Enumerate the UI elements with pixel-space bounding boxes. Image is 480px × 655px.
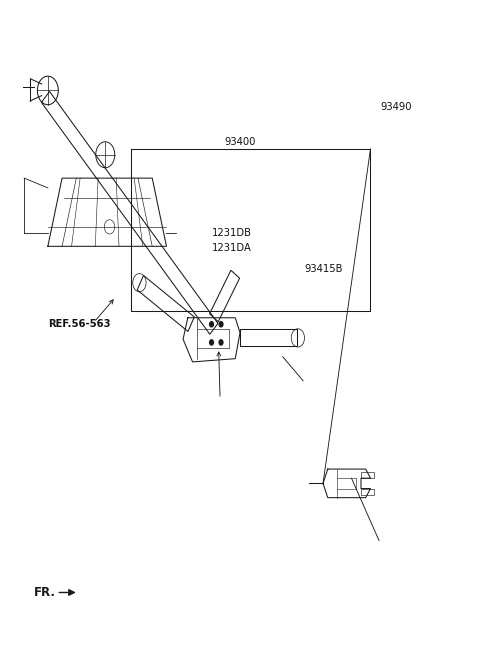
- Circle shape: [210, 322, 214, 327]
- Text: 1231DA: 1231DA: [212, 242, 252, 253]
- Circle shape: [219, 322, 223, 327]
- Text: 93400: 93400: [224, 138, 256, 147]
- Text: FR.: FR.: [34, 586, 56, 599]
- Text: 1231DB: 1231DB: [212, 229, 252, 238]
- Text: 93490: 93490: [380, 102, 411, 112]
- FancyArrowPatch shape: [59, 590, 74, 595]
- Bar: [361, 472, 374, 478]
- Text: 93415B: 93415B: [304, 264, 343, 274]
- Bar: [361, 489, 374, 495]
- Text: REF.56-563: REF.56-563: [48, 319, 110, 329]
- Circle shape: [219, 340, 223, 345]
- Circle shape: [210, 340, 214, 345]
